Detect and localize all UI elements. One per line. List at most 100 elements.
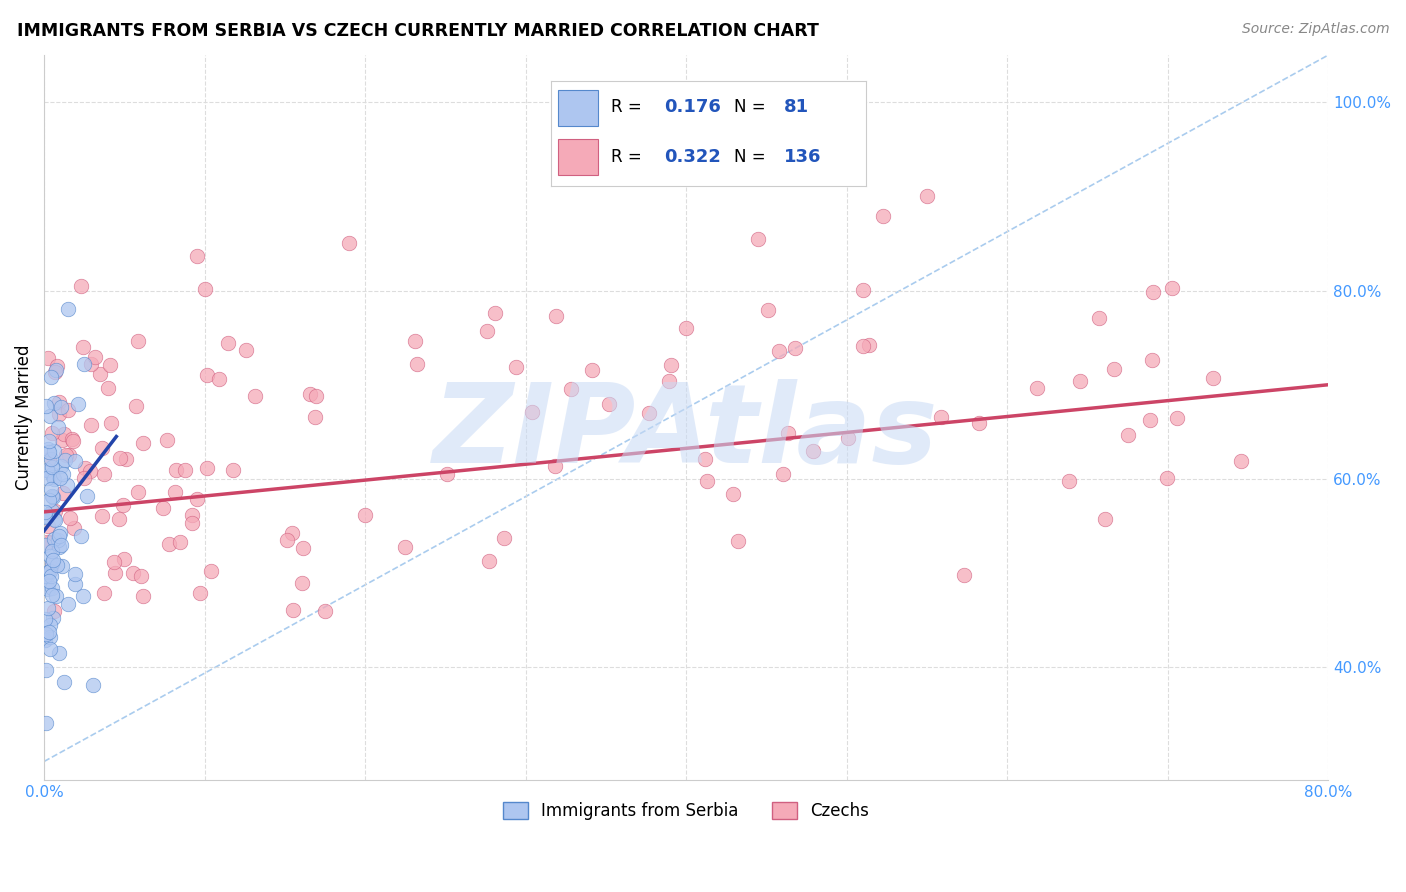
Point (245, 389, 267, 403)
Point (837, 431, 859, 445)
Point (42, 532, 65, 546)
Point (89, 367, 111, 381)
Point (58, 449, 80, 463)
Point (659, 359, 682, 373)
Point (48, 407, 70, 421)
Point (63, 521, 86, 535)
Point (48, 529, 70, 543)
Point (49, 470, 72, 484)
Point (394, 541, 416, 555)
Point (97, 381, 120, 395)
Point (852, 339, 875, 353)
Point (776, 425, 799, 440)
Point (658, 375, 681, 389)
Point (44, 472, 66, 486)
Point (45, 589, 67, 603)
Point (41, 556, 63, 570)
Point (1057, 474, 1080, 488)
Point (63, 453, 86, 467)
Point (100, 358, 122, 372)
Point (122, 566, 145, 580)
Point (38, 434, 60, 449)
Point (637, 407, 659, 421)
Point (48, 541, 70, 555)
Point (37, 601, 59, 615)
Legend: Immigrants from Serbia, Czechs: Immigrants from Serbia, Czechs (496, 795, 876, 826)
Point (1116, 428, 1139, 442)
Point (72, 340, 94, 354)
Point (46, 533, 69, 547)
Point (195, 461, 218, 475)
Point (52, 427, 75, 442)
Point (1069, 374, 1091, 388)
Point (39, 569, 62, 583)
Point (200, 564, 222, 578)
Point (59, 510, 82, 524)
Point (41, 489, 63, 503)
Point (1229, 454, 1251, 468)
Point (1102, 362, 1125, 376)
Point (34, 569, 56, 583)
Point (48, 395, 70, 409)
Point (42, 604, 65, 618)
Point (1140, 353, 1163, 368)
Point (44, 365, 66, 379)
Point (544, 309, 567, 323)
Point (747, 232, 769, 246)
Point (38, 641, 60, 656)
Point (727, 534, 749, 549)
Point (53, 453, 76, 467)
Point (39, 409, 62, 423)
Point (156, 433, 179, 447)
Point (79, 464, 101, 478)
Point (695, 452, 717, 467)
Point (51, 401, 73, 415)
Point (108, 450, 131, 465)
Point (39, 618, 62, 632)
Point (165, 463, 187, 477)
Point (222, 463, 245, 477)
Point (63, 576, 86, 591)
Point (39, 452, 62, 467)
Point (858, 337, 880, 351)
Point (484, 306, 506, 320)
Point (785, 342, 807, 356)
Point (60, 432, 83, 446)
Point (82, 678, 104, 692)
Y-axis label: Currently Married: Currently Married (15, 345, 32, 491)
Point (45, 363, 67, 377)
Point (1088, 310, 1111, 325)
Point (44, 513, 66, 527)
Point (39, 560, 62, 574)
Point (190, 586, 212, 600)
Point (42, 490, 65, 504)
Point (103, 555, 125, 569)
Point (41, 581, 63, 595)
Point (39, 370, 62, 384)
Point (51, 538, 73, 552)
Point (41, 588, 63, 602)
Point (35, 399, 58, 413)
Text: Source: ZipAtlas.com: Source: ZipAtlas.com (1241, 22, 1389, 37)
Text: ZIPAtlas: ZIPAtlas (433, 379, 939, 486)
Point (915, 189, 938, 203)
Point (46, 359, 69, 373)
Point (91, 441, 114, 455)
Point (194, 282, 217, 296)
Point (157, 537, 180, 551)
Point (492, 531, 515, 545)
Point (758, 302, 780, 317)
Point (42, 611, 65, 625)
Point (63, 567, 86, 582)
Point (38, 445, 60, 459)
Point (42, 444, 65, 458)
Text: IMMIGRANTS FROM SERBIA VS CZECH CURRENTLY MARRIED CORRELATION CHART: IMMIGRANTS FROM SERBIA VS CZECH CURRENTL… (17, 22, 818, 40)
Point (56, 402, 79, 417)
Point (46, 420, 69, 434)
Point (165, 485, 187, 500)
Point (1142, 285, 1164, 299)
Point (581, 363, 603, 377)
Point (337, 236, 360, 251)
Point (115, 452, 138, 467)
Point (41, 553, 63, 567)
